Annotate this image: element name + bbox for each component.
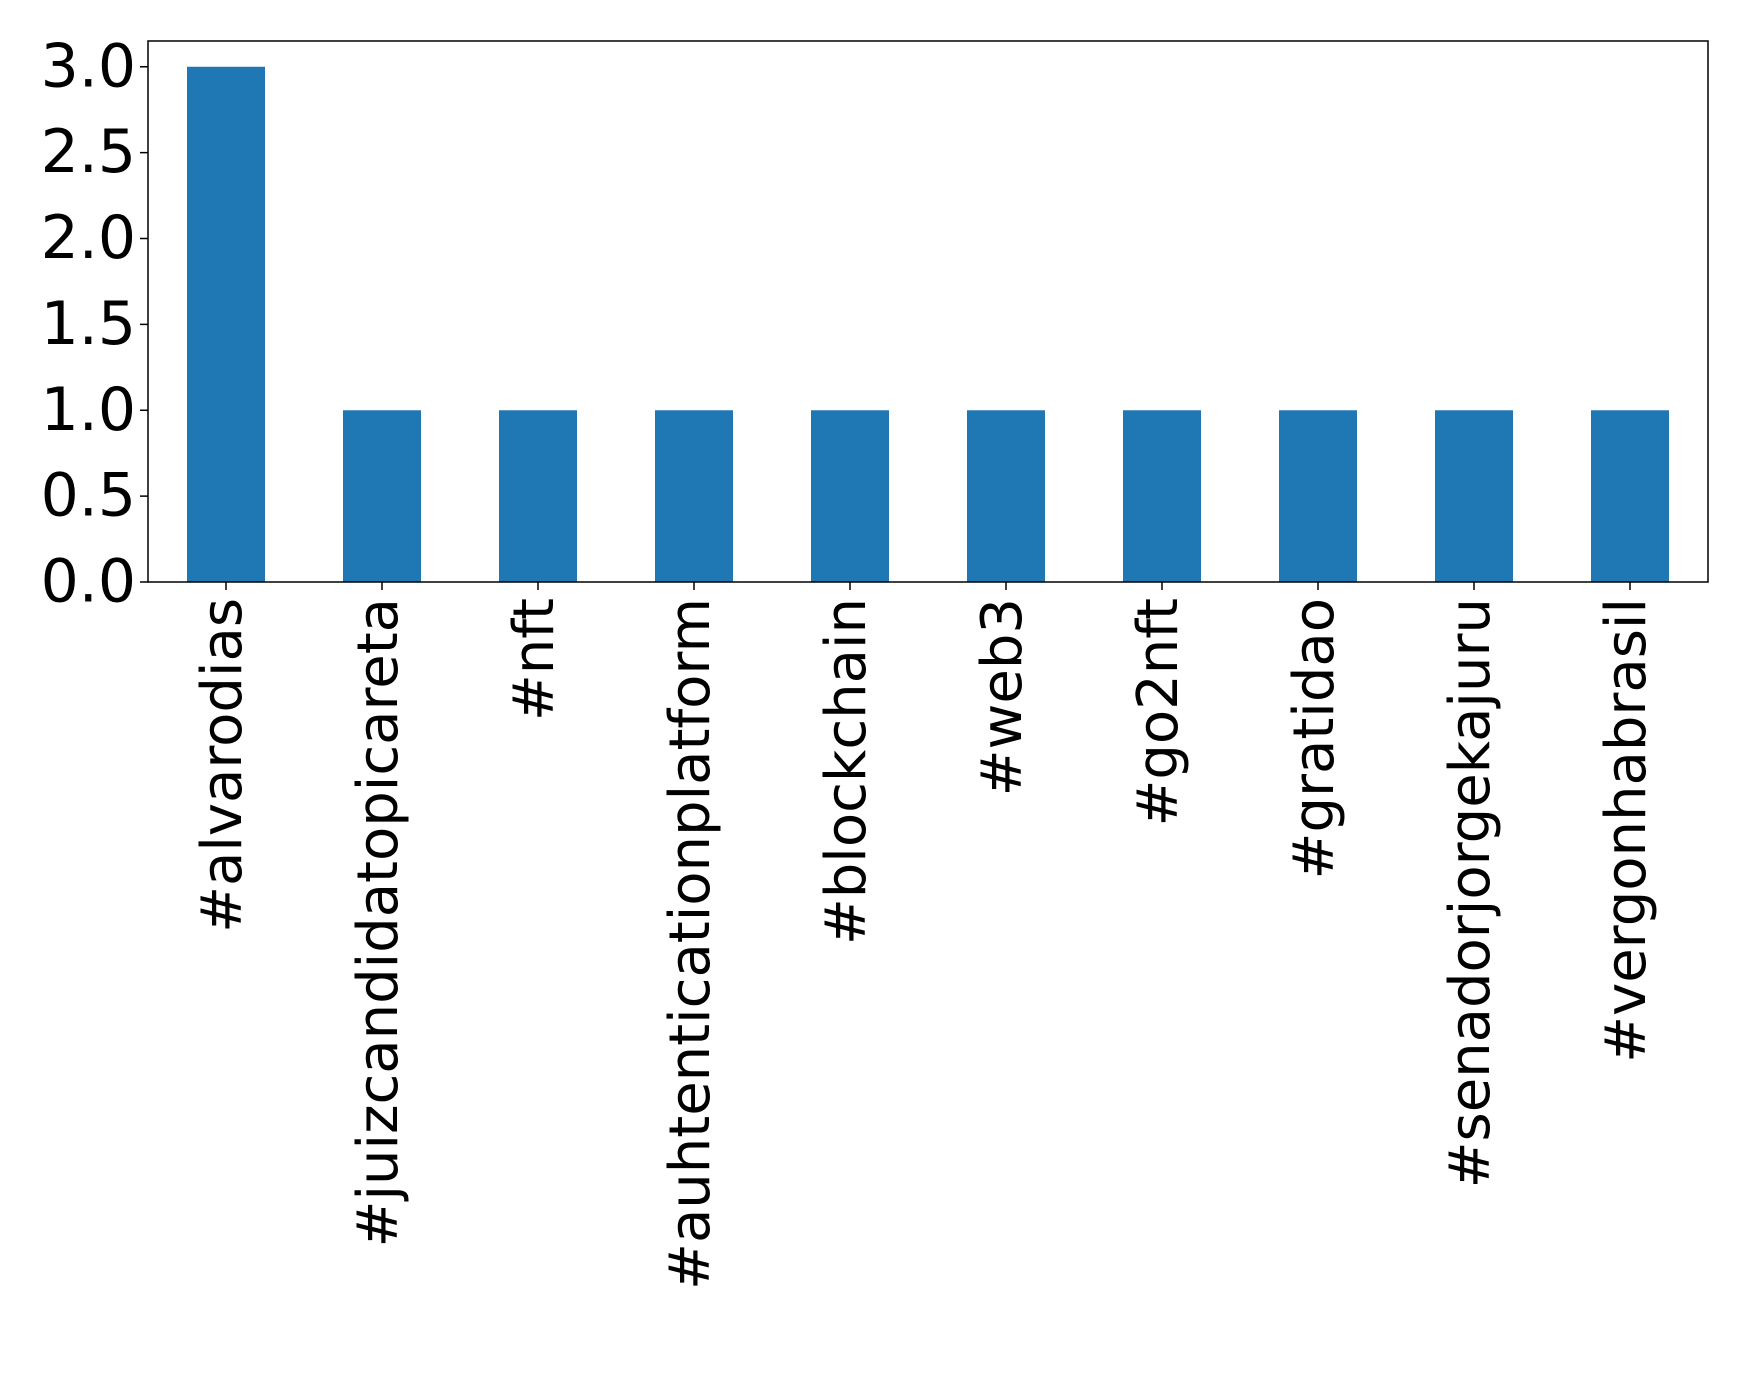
y-tick-label: 2.5 xyxy=(41,117,136,187)
bar xyxy=(655,410,733,582)
bar xyxy=(1435,410,1513,582)
x-tick-label: #go2nft xyxy=(1126,598,1191,827)
bar xyxy=(1591,410,1669,582)
x-tick-label: #senadorjorgekajuru xyxy=(1438,598,1503,1188)
y-tick-label: 0.0 xyxy=(41,547,136,617)
bar xyxy=(187,66,265,582)
x-tick-label: #web3 xyxy=(970,598,1035,796)
x-tick-label: #auhtenticationplatform xyxy=(658,598,723,1290)
y-tick-label: 2.0 xyxy=(41,203,136,273)
x-tick-label: #gratidao xyxy=(1282,598,1347,879)
x-tick-label: #blockchain xyxy=(814,598,879,945)
x-tick-label: #nft xyxy=(502,598,567,721)
bar xyxy=(967,410,1045,582)
y-tick-label: 3.0 xyxy=(41,31,136,101)
bar xyxy=(811,410,889,582)
bar xyxy=(499,410,577,582)
plot-frame xyxy=(147,40,1709,583)
bar xyxy=(1279,410,1357,582)
x-tick-label: #juizcandidatopicareta xyxy=(346,598,411,1247)
y-tick-label: 0.5 xyxy=(41,461,136,531)
x-tick-label: #vergonhabrasil xyxy=(1594,598,1659,1063)
y-tick-label: 1.0 xyxy=(41,375,136,445)
bar xyxy=(1123,410,1201,582)
y-tick-label: 1.5 xyxy=(41,289,136,359)
x-tick-label: #alvarodias xyxy=(190,598,255,933)
bar xyxy=(343,410,421,582)
